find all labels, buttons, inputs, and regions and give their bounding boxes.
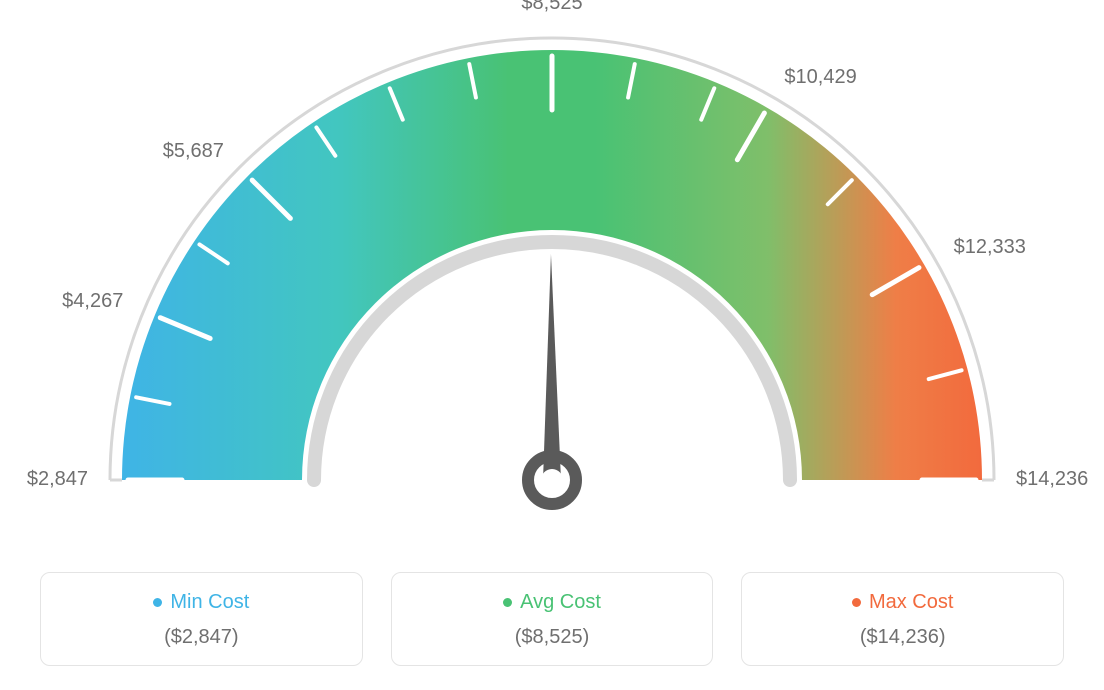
legend-label-avg: Avg Cost xyxy=(520,591,601,614)
cost-gauge-chart: $2,847 $4,267 $5,687 $8,525 $10,429 $12,333 $1… xyxy=(0,0,1104,690)
gauge-svg xyxy=(102,30,1002,540)
legend-value-min: ($2,847) xyxy=(51,626,352,649)
legend-card-max: Max Cost ($14,236) xyxy=(741,572,1064,666)
legend-label-min: Min Cost xyxy=(170,591,249,614)
legend-value-avg: ($8,525) xyxy=(402,626,703,649)
legend-label-max: Max Cost xyxy=(869,591,953,614)
legend-title-avg: Avg Cost xyxy=(503,591,601,614)
legend-value-max: ($14,236) xyxy=(752,626,1053,649)
gauge-tick-label: $5,687 xyxy=(144,140,224,163)
gauge-tick-label: $8,525 xyxy=(512,0,592,15)
gauge-area: $2,847 $4,267 $5,687 $8,525 $10,429 $12,333 $1… xyxy=(0,0,1104,550)
legend-card-avg: Avg Cost ($8,525) xyxy=(391,572,714,666)
gauge-tick-label: $4,267 xyxy=(43,290,123,313)
legend-dot-avg xyxy=(503,598,512,607)
legend-row: Min Cost ($2,847) Avg Cost ($8,525) Max … xyxy=(40,572,1064,666)
gauge-tick-label: $14,236 xyxy=(1016,468,1088,491)
legend-dot-min xyxy=(153,598,162,607)
gauge-tick-label: $2,847 xyxy=(8,468,88,491)
legend-dot-max xyxy=(852,598,861,607)
legend-card-min: Min Cost ($2,847) xyxy=(40,572,363,666)
legend-title-max: Max Cost xyxy=(852,591,953,614)
gauge-tick-label: $10,429 xyxy=(784,66,856,89)
gauge-tick-label: $12,333 xyxy=(954,236,1026,259)
legend-title-min: Min Cost xyxy=(153,591,249,614)
